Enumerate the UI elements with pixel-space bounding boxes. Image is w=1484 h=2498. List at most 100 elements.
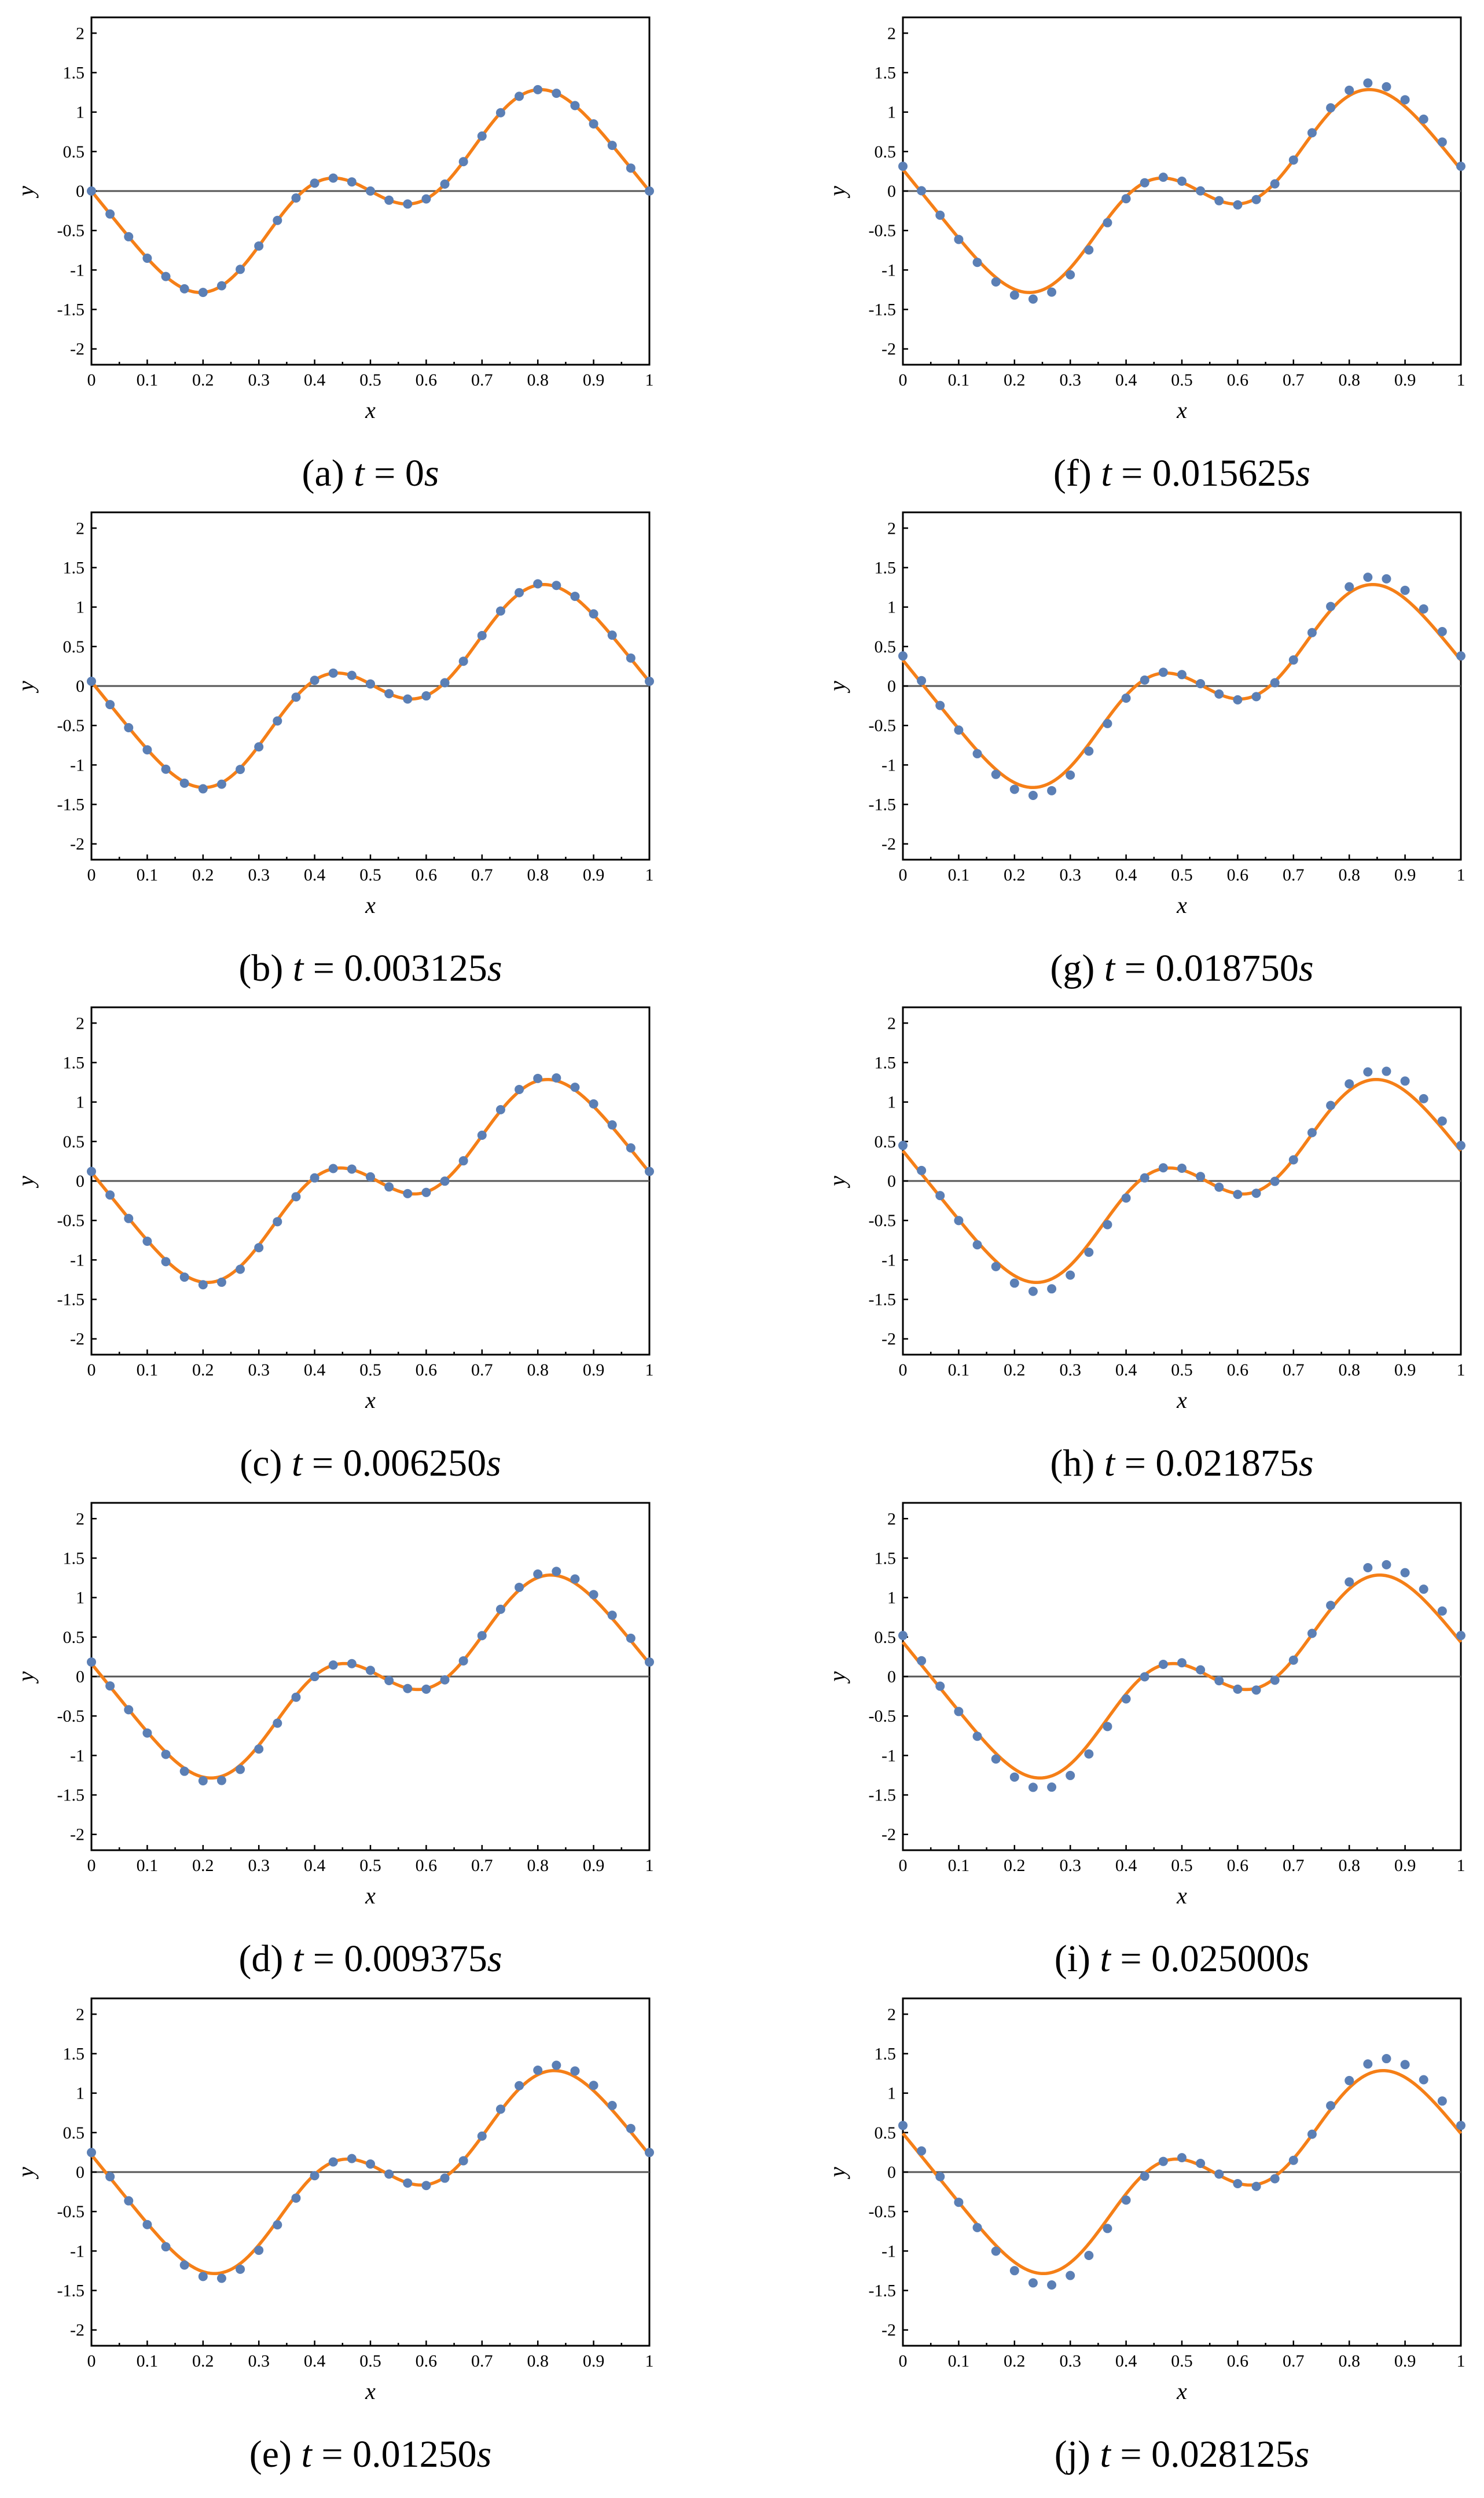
y-tick-label: 2 [76,2005,85,2024]
sample-point [403,694,413,704]
caption-caption: (j) [1054,2433,1091,2475]
caption-unit: s [424,452,439,494]
sample-point [1158,173,1168,182]
sample-point [1009,290,1019,300]
sample-point [179,778,189,788]
x-tick-label: 0.2 [192,2352,214,2371]
x-tick-label: 0.3 [248,1856,270,1875]
sample-point [477,630,487,640]
sample-point [403,1189,413,1198]
sample-point [972,2222,982,2232]
y-tick-label: 0.5 [63,2123,85,2143]
sample-point [1084,2251,1094,2261]
sample-point [1196,186,1206,196]
sample-point [347,1164,357,1174]
sample-point [87,186,96,196]
y-tick-label: -0.5 [869,221,897,240]
sample-point [254,241,264,251]
x-axis-label: x [365,1387,376,1413]
y-tick-label: 1 [887,1093,896,1112]
sample-point [179,1272,189,1282]
sample-point [1028,791,1038,801]
sample-point [273,1718,282,1728]
sample-point [142,1237,152,1246]
x-tick-label: 0.9 [583,865,605,885]
x-tick-label: 0.3 [1059,371,1081,390]
sample-point [972,258,982,267]
sample-point [161,1257,171,1267]
x-tick-label: 0.6 [416,1856,438,1875]
y-tick-label: -0.5 [869,1211,897,1230]
sample-point [1307,1128,1317,1138]
sample-point [991,2246,1001,2256]
sample-point [1066,270,1075,280]
caption-eq: = [321,2433,343,2475]
y-tick-label: 0 [887,677,896,696]
sample-point [1177,670,1187,680]
sample-point [291,2193,301,2203]
y-tick-label: 2 [76,24,85,43]
x-axis-label: x [365,397,376,423]
panel-caption: (i) t = 0.025000s [864,1937,1484,1981]
y-tick-label: 0 [76,677,85,696]
sample-point [917,1656,927,1666]
sample-point [124,1705,134,1715]
caption-eq: = [1120,2433,1142,2475]
sample-point [1233,2178,1243,2188]
x-tick-label: 0.6 [416,1360,438,1380]
sample-point [1103,1722,1112,1732]
sample-point [254,1744,264,1754]
sample-point [273,215,282,225]
caption-t-value: 0.01250 [352,2433,477,2475]
sample-point [1140,2171,1149,2181]
y-tick-label: 2 [76,1014,85,1033]
x-tick-label: 0.5 [359,2352,381,2371]
sample-point [552,1073,561,1083]
sample-point [366,1666,375,1675]
sample-point [1326,601,1336,611]
x-tick-label: 0 [899,371,908,390]
sample-point [954,234,964,244]
x-tick-label: 0.7 [1283,2352,1305,2371]
x-tick-label: 0 [87,1856,96,1875]
x-tick-label: 0.2 [1004,1856,1026,1875]
sample-point [310,1672,319,1682]
sample-point [1382,82,1391,91]
y-tick-label: -2 [70,1330,85,1349]
x-tick-label: 0 [87,2352,96,2371]
sample-point [1158,2156,1168,2166]
x-tick-label: 0.5 [359,1856,381,1875]
sample-point [1419,1584,1428,1594]
sample-point [589,609,598,619]
x-tick-label: 0.7 [471,1856,493,1875]
sample-point [1400,585,1410,595]
sample-point [1047,1284,1057,1294]
y-axis-label: y [13,681,39,694]
sample-point [1400,1568,1410,1578]
sample-point [421,2181,431,2191]
panel-caption: (b) t = 0.003125s [52,947,689,991]
x-tick-label: 0.2 [1004,2352,1026,2371]
y-tick-label: 1.5 [63,2044,85,2063]
y-tick-label: 0.5 [875,637,897,656]
sample-point [105,2171,115,2181]
sample-point [477,131,487,141]
sample-point [198,1280,208,1290]
sample-point [645,1657,654,1667]
sample-point [898,162,908,171]
y-axis-label: y [824,681,850,694]
sample-point [1140,178,1149,188]
sample-point [1066,2270,1075,2280]
x-tick-label: 0.4 [1115,865,1137,885]
sample-point [1345,85,1354,95]
sample-point [198,1776,208,1786]
sample-point [954,1216,964,1226]
sample-point [1419,2075,1428,2085]
x-tick-label: 0.3 [248,371,270,390]
y-tick-label: -0.5 [869,716,897,735]
sample-point [1177,177,1187,186]
panel-caption: (a) t = 0s [52,452,689,496]
sample-point [1345,1577,1354,1587]
y-tick-label: 1 [887,103,896,122]
sample-point [328,1660,338,1670]
